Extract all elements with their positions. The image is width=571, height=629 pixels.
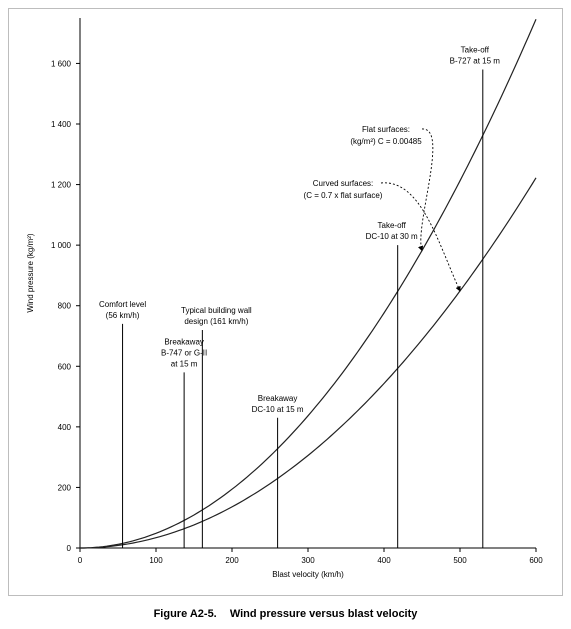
x-tick-label: 200	[225, 556, 239, 565]
x-tick-label: 0	[78, 556, 83, 565]
curves	[80, 18, 537, 549]
flat-surfaces-curve	[80, 18, 537, 549]
marker-label: B-727 at 15 m	[450, 56, 501, 65]
annotation-arrow	[380, 182, 461, 292]
marker-label: Typical building wall	[181, 306, 252, 315]
marker-label: Breakaway	[258, 394, 298, 403]
curve-annotation-label: (C = 0.7 x flat surface)	[304, 191, 383, 200]
curved-surfaces-curve	[80, 177, 537, 549]
marker-label: Take-off	[461, 45, 490, 54]
annotation-arrow	[418, 128, 434, 252]
x-tick-label: 600	[529, 556, 543, 565]
wind-pressure-chart: 0 100 200 300 400 500 600 0 200 400 600 800 1 000 1 …	[26, 18, 543, 579]
x-axis-label: Blast velocity (km/h)	[272, 570, 344, 579]
marker-label: at 15 m	[171, 359, 198, 368]
figure-frame	[8, 8, 563, 596]
y-axis-label: Wind pressure (kg/m²)	[26, 233, 35, 312]
marker-label: design (161 km/h)	[184, 317, 248, 326]
x-ticks: 0 100 200 300 400 500 600	[78, 548, 543, 565]
figure-caption: Figure A2-5. Wind pressure versus blast …	[0, 608, 571, 620]
marker-label: Breakaway	[164, 337, 204, 346]
y-tick-label: 200	[58, 483, 72, 492]
y-tick-label: 600	[58, 362, 72, 371]
y-tick-label: 1 200	[51, 181, 72, 190]
marker-lines: Comfort level (56 km/h) Breakaway B-747 or …	[99, 45, 500, 548]
x-tick-label: 300	[301, 556, 315, 565]
curve-annotations: Flat surfaces: (kg/m²) C = 0.00485 Curved …	[304, 125, 461, 292]
figure-title: Wind pressure versus blast velocity	[229, 608, 418, 620]
curve-annotation-label: (kg/m²) C = 0.00485	[350, 137, 422, 146]
marker-label: Take-off	[378, 221, 407, 230]
y-tick-label: 1 600	[51, 59, 72, 68]
marker-label: DC-10 at 30 m	[366, 232, 418, 241]
y-tick-label: 800	[58, 302, 72, 311]
marker-label: DC-10 at 15 m	[252, 405, 304, 414]
y-tick-label: 0	[67, 544, 72, 553]
x-tick-label: 500	[453, 556, 467, 565]
curve-annotation-label: Flat surfaces:	[362, 125, 410, 134]
marker-label: (56 km/h)	[106, 311, 140, 320]
x-tick-label: 100	[149, 556, 163, 565]
y-tick-label: 1 400	[51, 120, 72, 129]
y-tick-label: 400	[58, 423, 72, 432]
y-ticks: 0 200 400 600 800 1 000 1 200 1 400 1 600	[51, 59, 80, 553]
axes	[79, 18, 536, 549]
curve-annotation-label: Curved surfaces:	[313, 179, 373, 188]
y-tick-label: 1 000	[51, 241, 72, 250]
marker-label: B-747 or G-II	[161, 348, 207, 357]
marker-label: Comfort level	[99, 300, 146, 309]
x-tick-label: 400	[377, 556, 391, 565]
figure-number: Figure A2-5.	[153, 608, 217, 620]
